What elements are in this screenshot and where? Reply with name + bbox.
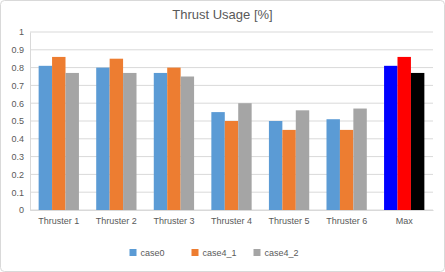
y-tick: 0.1: [11, 188, 30, 198]
bar-series: [66, 73, 425, 210]
y-tick-label: 1: [19, 27, 24, 37]
y-tick-label: 0.8: [11, 63, 24, 73]
y-tick: 0.6: [11, 99, 30, 109]
bar: [326, 119, 339, 210]
x-tick: Thruster 2: [96, 210, 137, 226]
y-tick-label: 0.9: [11, 45, 24, 55]
legend-swatch: [130, 249, 137, 256]
bar: [238, 103, 251, 210]
bar: [411, 73, 424, 210]
grid-line: [30, 67, 433, 68]
legend-item: case4_2: [254, 248, 299, 258]
y-tick-label: 0.7: [11, 81, 24, 91]
y-tick: 0.4: [11, 134, 30, 144]
bar: [52, 57, 65, 210]
y-tick: 0: [19, 205, 30, 215]
x-tick-label: Thruster 1: [38, 216, 79, 226]
bar: [211, 112, 224, 210]
title: Thrust Usage [%]: [172, 7, 272, 22]
plot: 00.10.20.30.40.50.60.70.80.91Thruster 1T…: [11, 27, 433, 226]
y-tick: 1: [19, 27, 30, 37]
legend-label: case0: [141, 248, 165, 258]
x-axis: Thruster 1 Thruster 2 Thruster 3 Thruster 4…: [31, 210, 434, 226]
x-tick: Thruster 4: [211, 210, 252, 226]
x-tick: Thruster 5: [269, 210, 310, 226]
bar: [296, 110, 309, 210]
grid: [30, 32, 433, 210]
y-tick-label: 0: [19, 205, 24, 215]
bar: [225, 121, 238, 210]
y-tick-label: 0.5: [11, 116, 24, 126]
x-tick: Thruster 3: [153, 210, 194, 226]
x-tick-label: Thruster 4: [211, 216, 252, 226]
bar: [282, 130, 295, 210]
bar: [167, 68, 180, 210]
x-axis-line: [31, 210, 434, 211]
grid-line: [30, 103, 433, 104]
bar: [96, 68, 109, 210]
y-tick: 0.8: [11, 63, 30, 73]
y-tick-label: 0.3: [11, 152, 24, 162]
bar: [66, 73, 79, 210]
grid-line: [30, 49, 433, 50]
x-tick-label: Max: [396, 216, 414, 226]
y-axis-line: [30, 33, 31, 211]
bar: [353, 109, 366, 210]
y-tick-label: 0.1: [11, 188, 24, 198]
x-tick: Thruster 6: [326, 210, 367, 226]
bar: [384, 66, 397, 210]
legend-swatch: [192, 249, 199, 256]
y-tick-label: 0.4: [11, 134, 24, 144]
y-tick: 0.5: [11, 116, 30, 126]
x-tick-label: Thruster 6: [326, 216, 367, 226]
bar: [154, 73, 167, 210]
bar-series: [52, 57, 411, 210]
bar-series: [39, 66, 398, 210]
y-tick-label: 0.2: [11, 170, 24, 180]
legend-swatch: [254, 249, 261, 256]
legend-label: case4_2: [265, 248, 299, 258]
bars: [39, 57, 425, 210]
legend-label: case4_1: [203, 248, 237, 258]
y-tick: 0.2: [11, 170, 30, 180]
chart: 00.10.20.30.40.50.60.70.80.91Thruster 1T…: [0, 0, 445, 272]
grid-line: [30, 32, 433, 33]
bar: [39, 66, 52, 210]
bar: [397, 57, 410, 210]
x-tick: Max: [396, 210, 414, 226]
x-tick: Thruster 1: [38, 210, 79, 226]
bar: [123, 73, 136, 210]
x-tick-label: Thruster 2: [96, 216, 137, 226]
chart-frame: [1, 1, 445, 272]
legend-item: case0: [130, 248, 165, 258]
y-tick: 0.3: [11, 152, 30, 162]
x-tick-label: Thruster 3: [153, 216, 194, 226]
bar: [181, 77, 194, 211]
y-tick: 0.7: [11, 81, 30, 91]
bar: [110, 59, 123, 210]
bar: [340, 130, 353, 210]
bar: [269, 121, 282, 210]
y-tick: 0.9: [11, 45, 30, 55]
legend: case0 case4_1 case4_2: [130, 248, 299, 258]
x-tick-label: Thruster 5: [269, 216, 310, 226]
y-axis: 0 0.1 0.2 0.3 0.4 0.5 0.6 0.7 0.8 0.9 1: [11, 27, 30, 215]
y-tick-label: 0.6: [11, 99, 24, 109]
grid-line: [30, 85, 433, 86]
legend-item: case4_1: [192, 248, 237, 258]
